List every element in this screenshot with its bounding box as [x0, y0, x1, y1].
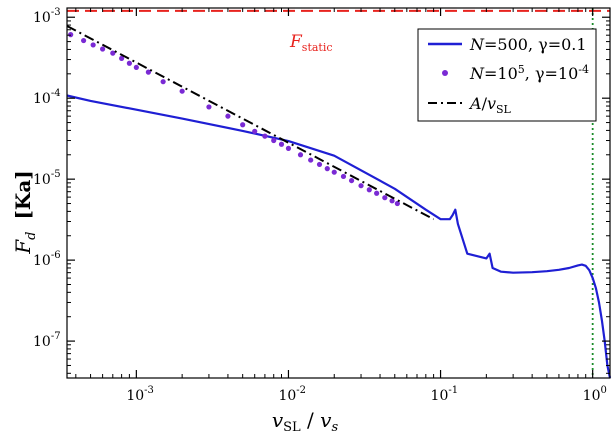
legend: N=500, γ=0.1 N=105, γ=10-4 A/vSL: [417, 28, 597, 122]
data-point-n1e5: [206, 104, 212, 110]
data-point-n1e5: [348, 177, 355, 184]
data-point-n1e5: [316, 161, 323, 168]
data-point-n1e5: [308, 157, 314, 163]
data-point-n1e5: [110, 50, 116, 56]
axis-ticks: 10-3 10-2 10-1 100 10-7 10-6 10-5 10-4 10-3: [33, 7, 610, 404]
y-tick-label: 10-6: [33, 250, 61, 269]
x-tick-label: 10-1: [431, 385, 459, 404]
data-point-n1e5: [394, 200, 400, 207]
data-point-n1e5: [374, 190, 380, 196]
legend-entry-a-over-vsl: A/vSL: [468, 94, 512, 116]
f-static-label: Fstatic: [289, 32, 333, 54]
data-point-n1e5: [160, 79, 166, 85]
data-point-n1e5: [331, 169, 337, 175]
data-point-n1e5: [271, 137, 277, 144]
legend-swatch-dot-purple: [442, 70, 448, 76]
y-tick-label: 10-7: [33, 331, 61, 350]
data-point-n1e5: [262, 133, 268, 139]
x-axis-label: vSL / vs: [272, 408, 339, 435]
data-point-n1e5: [179, 88, 185, 94]
data-point-n1e5: [358, 183, 364, 189]
data-point-n1e5: [366, 187, 372, 193]
x-tick-label: 10-2: [278, 385, 306, 404]
y-tick-label: 10-5: [33, 169, 61, 188]
data-point-n1e5: [100, 46, 106, 52]
data-point-n1e5: [90, 42, 96, 48]
series-line-a-over-vsl: [66, 25, 435, 221]
y-tick-label: 10-4: [33, 88, 61, 107]
series-line-n500: [66, 94, 612, 379]
data-point-n1e5: [119, 55, 125, 62]
y-tick-label: 10-3: [33, 7, 61, 26]
data-point-n1e5: [285, 145, 292, 151]
data-point-n1e5: [278, 141, 285, 147]
data-point-n1e5: [252, 128, 258, 134]
data-point-n1e5: [297, 152, 304, 158]
x-tick-label: 10-3: [126, 385, 154, 404]
data-point-n1e5: [240, 122, 246, 128]
legend-entry-n500: N=500, γ=0.1: [469, 35, 587, 54]
data-point-n1e5: [145, 69, 151, 75]
data-point-n1e5: [126, 60, 132, 66]
data-point-n1e5: [225, 113, 231, 119]
data-point-n1e5: [324, 166, 330, 172]
plot-frame: [66, 7, 611, 379]
x-tick-label: 100: [583, 385, 607, 404]
data-point-n1e5: [382, 195, 388, 201]
data-point-n1e5: [389, 198, 395, 204]
legend-entry-n1e5: N=105, γ=10-4: [469, 63, 589, 83]
data-point-n1e5: [81, 37, 87, 44]
y-axis-label: Fd[Ka]: [11, 170, 39, 255]
data-point-n1e5: [68, 32, 74, 38]
data-point-n1e5: [340, 173, 347, 180]
data-point-n1e5: [133, 64, 139, 71]
